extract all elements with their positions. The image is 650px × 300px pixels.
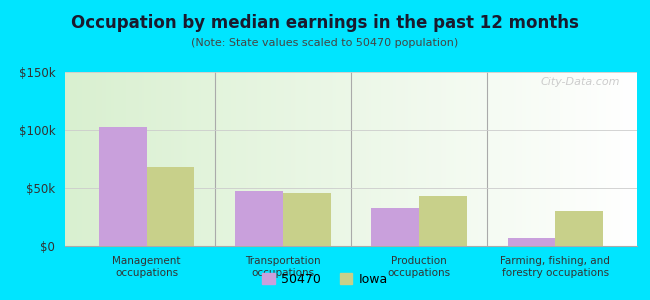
Text: (Note: State values scaled to 50470 population): (Note: State values scaled to 50470 popu… xyxy=(191,38,459,47)
Bar xyxy=(371,208,419,246)
Legend: 50470, Iowa: 50470, Iowa xyxy=(257,268,393,291)
Bar xyxy=(508,238,555,246)
Bar xyxy=(419,196,467,246)
Bar xyxy=(283,193,331,246)
Text: City-Data.com: City-Data.com xyxy=(540,77,620,87)
Text: Occupation by median earnings in the past 12 months: Occupation by median earnings in the pas… xyxy=(71,14,579,32)
Bar xyxy=(235,191,283,246)
Bar xyxy=(99,127,147,246)
Bar xyxy=(147,167,194,246)
Bar xyxy=(555,211,603,246)
